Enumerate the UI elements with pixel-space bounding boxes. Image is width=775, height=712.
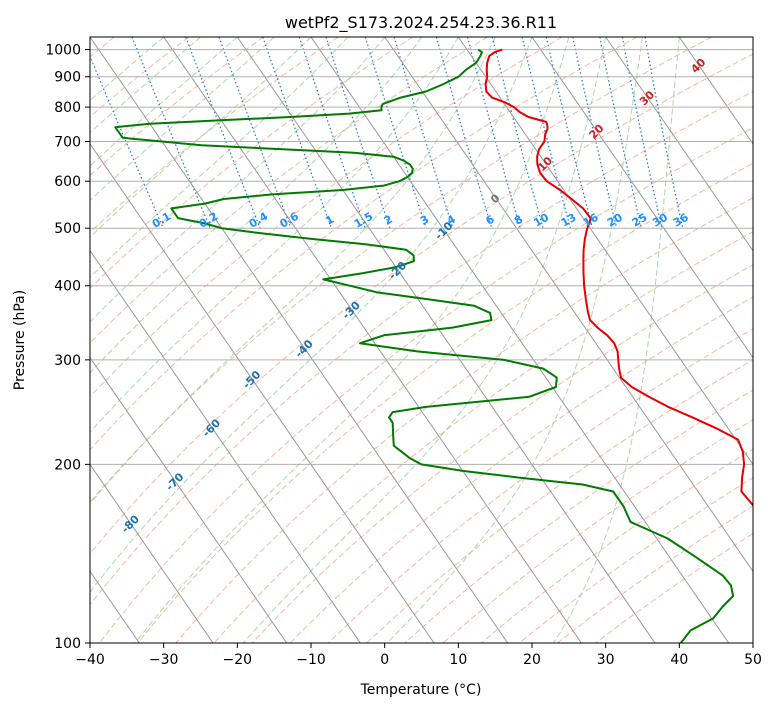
y-tick-label: 400 bbox=[54, 279, 81, 295]
x-tick-label: −20 bbox=[223, 652, 253, 668]
x-tick-label: 20 bbox=[523, 652, 541, 668]
y-tick-label: 1000 bbox=[45, 43, 81, 59]
y-tick-label: 700 bbox=[54, 134, 81, 150]
y-tick-label: 500 bbox=[54, 221, 81, 237]
y-axis-label: Pressure (hPa) bbox=[12, 290, 28, 390]
x-tick-label: −10 bbox=[296, 652, 326, 668]
x-tick-label: 10 bbox=[449, 652, 467, 668]
chart-title: wetPf2_S173.2024.254.23.36.R11 bbox=[285, 13, 557, 33]
x-tick-label: 40 bbox=[670, 652, 688, 668]
x-axis-label: Temperature (°C) bbox=[360, 682, 482, 698]
x-tick-label: −40 bbox=[75, 652, 105, 668]
y-tick-label: 300 bbox=[54, 353, 81, 369]
x-tick-label: 0 bbox=[380, 652, 389, 668]
x-tick-label: −30 bbox=[149, 652, 179, 668]
x-tick-label: 50 bbox=[744, 652, 762, 668]
y-tick-label: 100 bbox=[54, 636, 81, 652]
y-tick-label: 900 bbox=[54, 70, 81, 86]
y-tick-label: 600 bbox=[54, 174, 81, 190]
y-tick-label: 800 bbox=[54, 100, 81, 116]
x-tick-label: 30 bbox=[597, 652, 615, 668]
y-tick-label: 200 bbox=[54, 457, 81, 473]
